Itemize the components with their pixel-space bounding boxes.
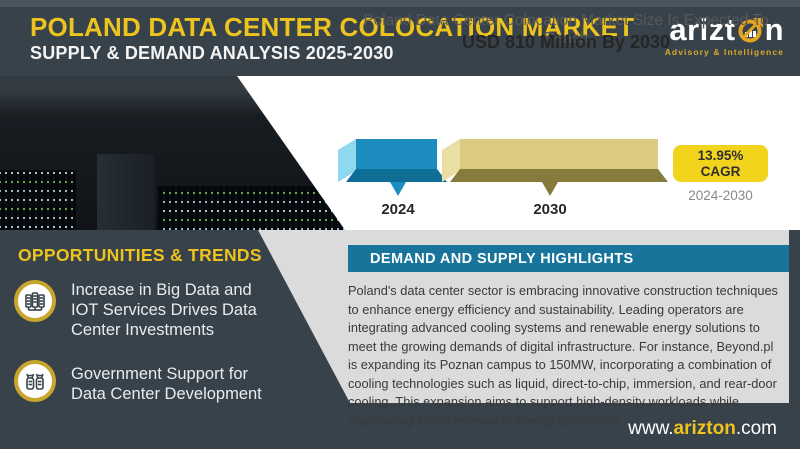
opportunity-item-text: Government Support for Data Center Devel… — [71, 365, 262, 403]
footer-website-link[interactable]: www.arizton.com — [628, 418, 777, 440]
highlights-heading: DEMAND AND SUPPLY HIGHLIGHTS — [370, 250, 634, 267]
logo-text-post: n — [764, 12, 784, 47]
page-subtitle: SUPPLY & DEMAND ANALYSIS 2025-2030 — [30, 43, 394, 63]
url-prefix: www. — [628, 418, 674, 439]
cagr-value: 13.95% — [697, 147, 744, 163]
url-brand: arizton — [673, 418, 736, 439]
bar-2024-face — [356, 139, 437, 169]
opportunity-item-text: Increase in Big Data and IOT Services Dr… — [71, 281, 257, 339]
chart-title-line2: USD 810 Million By 2030 — [461, 32, 671, 52]
bar-2030-bottom — [450, 169, 668, 182]
money-bags-icon — [14, 360, 56, 402]
bottom-section: OPPORTUNITIES & TRENDS Increase in Big D… — [0, 230, 800, 449]
bar-label-2024: 2024 — [381, 201, 415, 218]
logo-arrow-chart-icon — [738, 17, 763, 42]
cagr-label: CAGR — [700, 163, 741, 179]
logo-tagline: Advisory & Intelligence — [664, 47, 784, 57]
header: POLAND DATA CENTER COLOCATION MARKET SUP… — [0, 7, 800, 76]
bar-2030-face — [460, 139, 658, 169]
arizton-logo[interactable]: arizt n Advisory & Intelligence — [664, 12, 784, 58]
server-rack-icon — [14, 280, 56, 322]
bar-2030-cap — [442, 139, 460, 182]
highlights-heading-bar: DEMAND AND SUPPLY HIGHLIGHTS — [348, 245, 789, 272]
bar-2030-pointer — [542, 182, 558, 196]
url-suffix: .com — [735, 418, 777, 439]
highlights-body: Poland's data center sector is embracing… — [348, 283, 778, 428]
cagr-period: 2024-2030 — [688, 188, 753, 203]
cagr-badge: 13.95% CAGR — [673, 145, 768, 182]
top-accent-strip — [0, 0, 800, 7]
page-title: POLAND DATA CENTER COLOCATION MARKET — [30, 12, 635, 42]
bar-2024-bottom — [346, 169, 447, 182]
opportunities-heading: OPPORTUNITIES & TRENDS — [18, 245, 262, 265]
bar-2024-cap — [338, 139, 356, 182]
logo-text-pre: arizt — [669, 12, 736, 47]
chart-title-line1: Poland Data Center Colocation Market Siz… — [363, 12, 769, 47]
market-size-bar-chart: 2024 2030 — [338, 139, 668, 218]
bar-label-2030: 2030 — [533, 201, 566, 218]
bar-2024-pointer — [390, 182, 406, 196]
